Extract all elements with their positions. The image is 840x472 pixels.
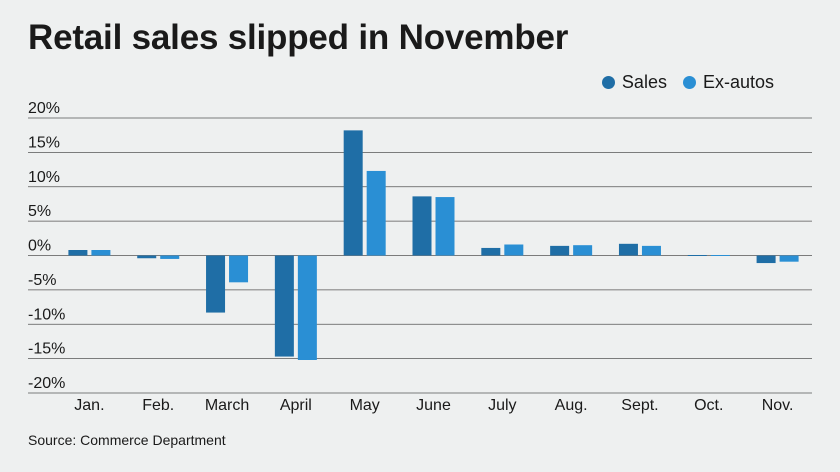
legend-item-sales: Sales <box>601 72 667 93</box>
bar-sales-feb <box>137 255 157 259</box>
bar-ex-autos-nov <box>779 255 799 262</box>
bar-ex-autos-april <box>297 255 317 360</box>
x-tick-label: May <box>350 397 380 414</box>
x-tick-label: Nov. <box>762 397 794 414</box>
bar-sales-april <box>274 255 294 357</box>
y-tick-label: 10% <box>28 169 60 186</box>
x-tick-label: July <box>488 397 516 414</box>
y-tick-label: 15% <box>28 134 60 151</box>
y-tick-label: 0% <box>28 238 51 255</box>
bar-ex-autos-may <box>366 170 386 256</box>
bar-sales-june <box>412 196 432 256</box>
bar-ex-autos-feb <box>160 255 180 259</box>
legend-swatch-ex-autos <box>682 76 696 89</box>
bar-sales-july <box>481 247 501 256</box>
bar-sales-oct <box>687 255 707 256</box>
bar-sales-sept <box>618 243 638 256</box>
legend-item-ex-autos: Ex-autos <box>682 72 774 93</box>
y-tick-label: 20% <box>28 100 60 117</box>
bar-ex-autos-aug <box>573 245 593 256</box>
x-tick-label: March <box>205 397 249 414</box>
x-tick-label: Oct. <box>694 397 723 414</box>
x-tick-label: Sept. <box>621 397 658 414</box>
legend-label-ex-autos: Ex-autos <box>702 72 774 92</box>
x-tick-label: June <box>416 397 451 414</box>
y-tick-label: 5% <box>28 203 51 220</box>
legend-label-sales: Sales <box>621 72 667 92</box>
x-tick-label: Jan. <box>74 397 104 414</box>
chart-title: Retail sales slipped in November <box>28 18 569 57</box>
x-tick-label: Aug. <box>555 397 588 414</box>
bar-ex-autos-oct <box>710 255 730 256</box>
x-tick-label: April <box>280 397 312 414</box>
bar-sales-may <box>343 130 363 256</box>
y-tick-label: -5% <box>28 272 56 289</box>
legend-swatch-sales <box>601 76 615 89</box>
bar-ex-autos-june <box>435 197 455 256</box>
bar-ex-autos-march <box>229 255 249 283</box>
bar-sales-march <box>206 255 226 313</box>
y-tick-label: -10% <box>28 306 65 323</box>
bar-sales-nov <box>756 255 776 264</box>
bar-ex-autos-jan <box>91 250 111 256</box>
legend: Sales Ex-autos <box>601 72 774 93</box>
source-note: Source: Commerce Department <box>28 432 226 448</box>
y-tick-label: -15% <box>28 341 65 358</box>
bar-ex-autos-july <box>504 244 524 256</box>
x-tick-label: Feb. <box>142 397 174 414</box>
bar-ex-autos-sept <box>641 245 661 256</box>
bar-sales-aug <box>550 245 570 256</box>
y-tick-label: -20% <box>28 375 65 392</box>
bar-sales-jan <box>68 250 88 256</box>
